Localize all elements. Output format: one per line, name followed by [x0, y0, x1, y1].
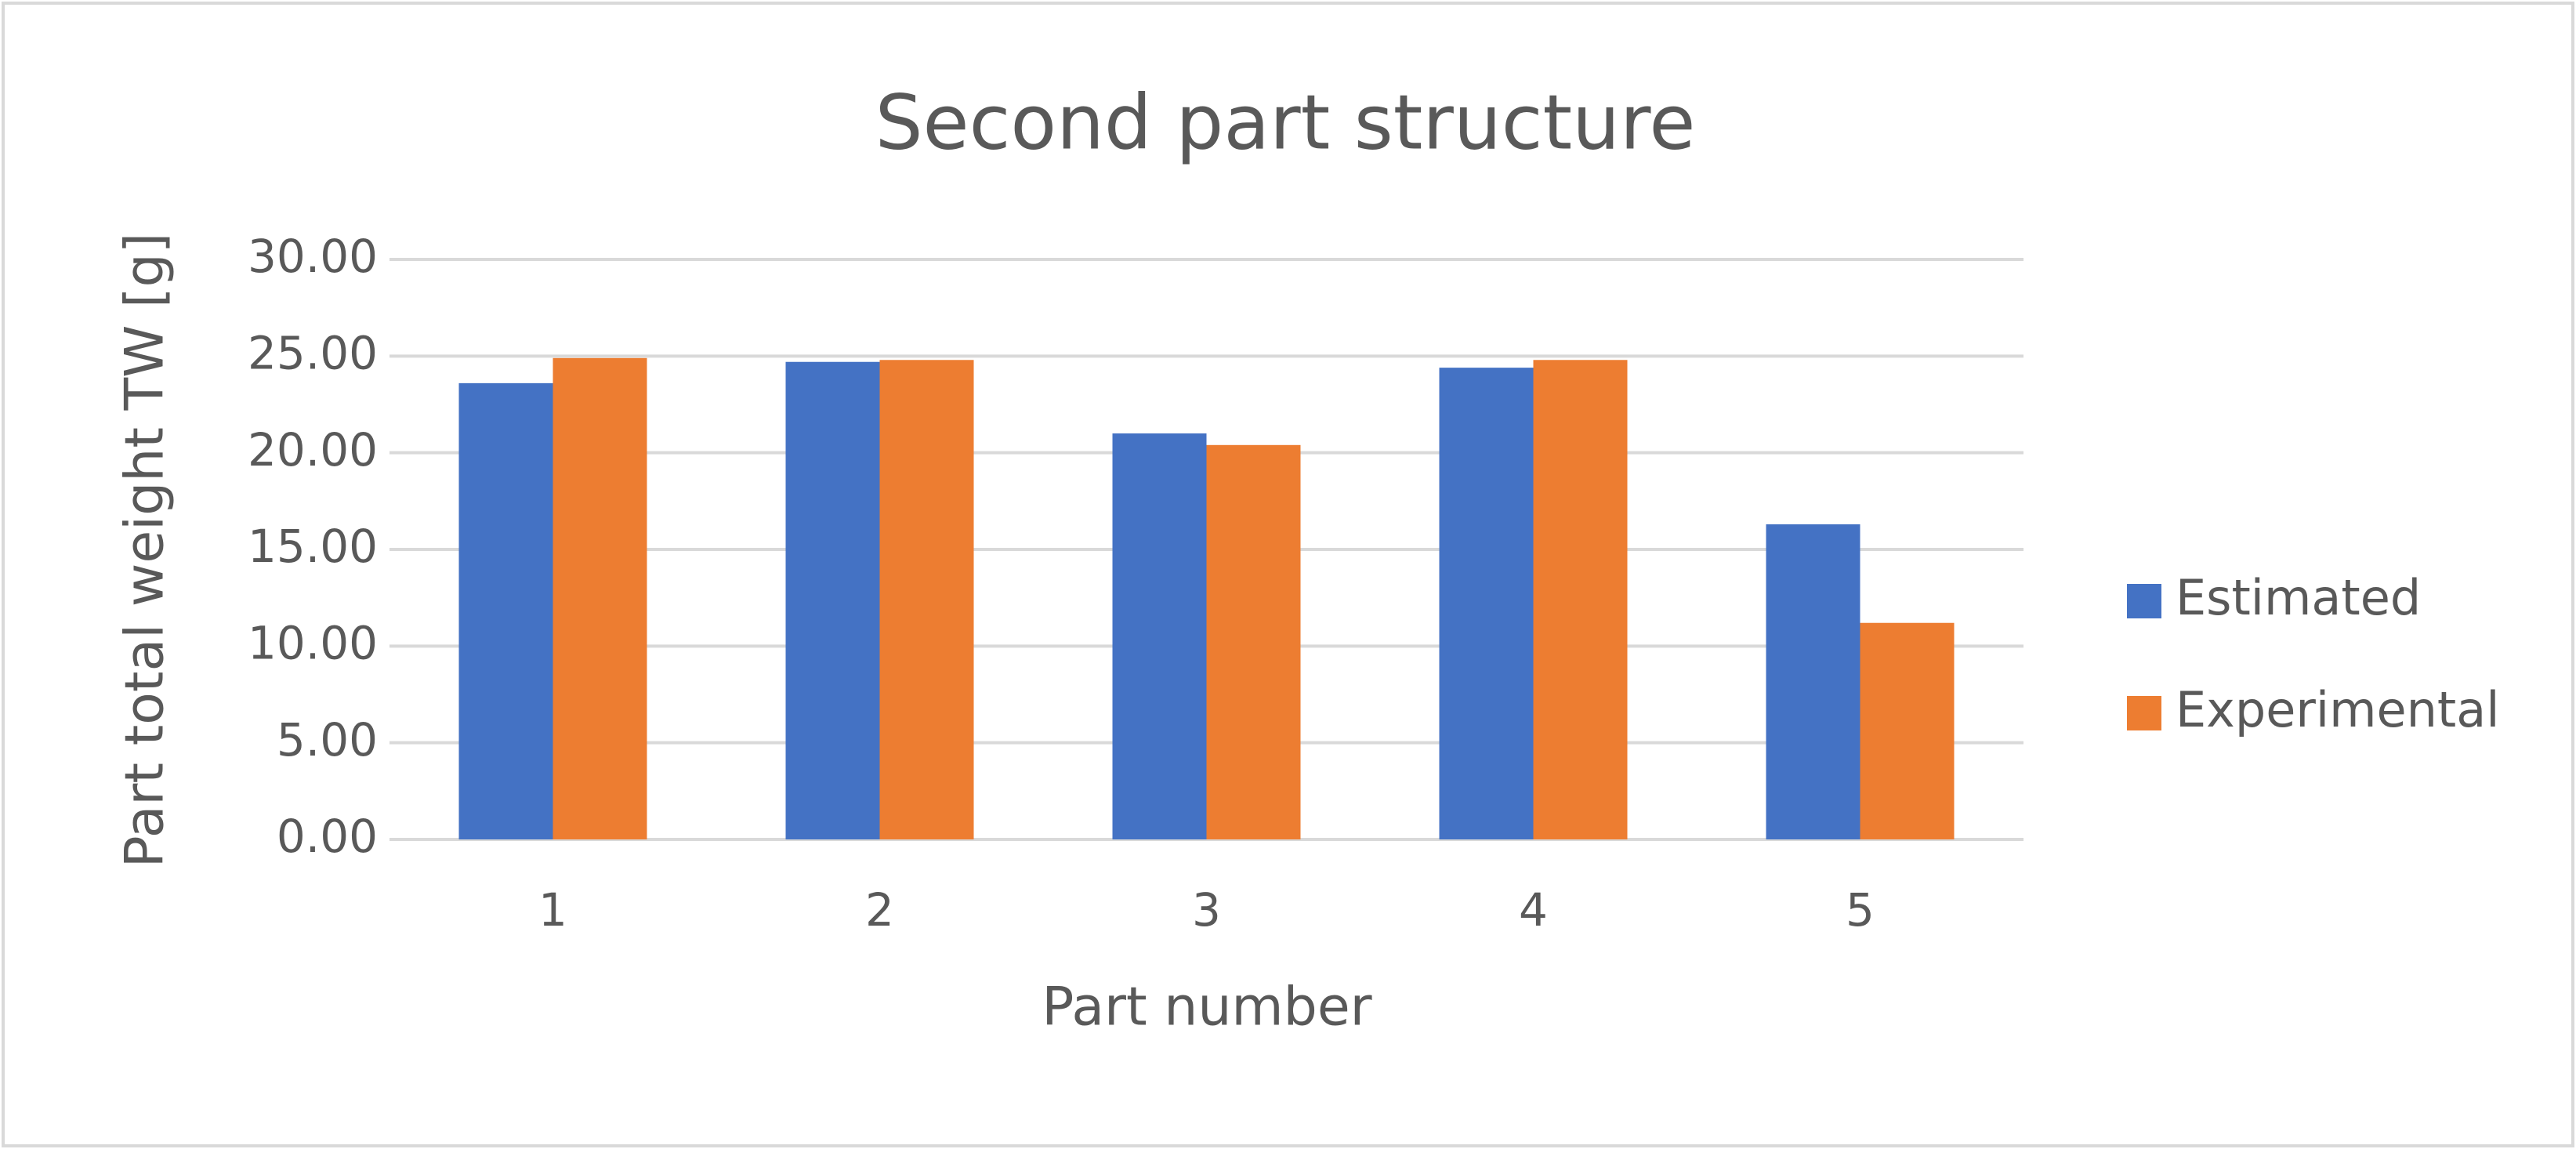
- y-tick-label: 5.00: [277, 713, 378, 767]
- bar: [1766, 524, 1860, 839]
- y-axis-title: Part total weight TW [g]: [114, 233, 176, 868]
- bar: [879, 360, 974, 839]
- x-tick-label: 2: [865, 883, 894, 937]
- y-tick-label: 0.00: [277, 810, 378, 863]
- x-tick-label: 3: [1192, 883, 1221, 937]
- chart-title: Second part structure: [875, 78, 1696, 166]
- y-tick-label: 25.00: [248, 326, 378, 379]
- bar: [1860, 622, 1955, 839]
- bar: [1112, 433, 1207, 839]
- x-axis-title: Part number: [1042, 977, 1371, 1038]
- x-tick-label: 5: [1846, 883, 1875, 937]
- bar: [458, 382, 553, 839]
- y-tick-label: 10.00: [248, 616, 378, 669]
- y-tick-label: 20.00: [248, 423, 378, 477]
- x-tick-label: 1: [538, 883, 567, 937]
- x-tick-label: 4: [1519, 883, 1548, 937]
- bar: [553, 357, 647, 839]
- y-tick-label: 15.00: [248, 520, 378, 573]
- bar: [1439, 368, 1534, 840]
- bar: [1533, 360, 1628, 839]
- bar: [785, 361, 880, 839]
- bar: [1206, 444, 1301, 839]
- y-tick-label: 30.00: [248, 230, 378, 283]
- legend-swatch: [2127, 696, 2161, 730]
- legend-label: Estimated: [2176, 569, 2421, 626]
- legend-label: Experimental: [2176, 681, 2499, 738]
- legend-swatch: [2127, 584, 2161, 618]
